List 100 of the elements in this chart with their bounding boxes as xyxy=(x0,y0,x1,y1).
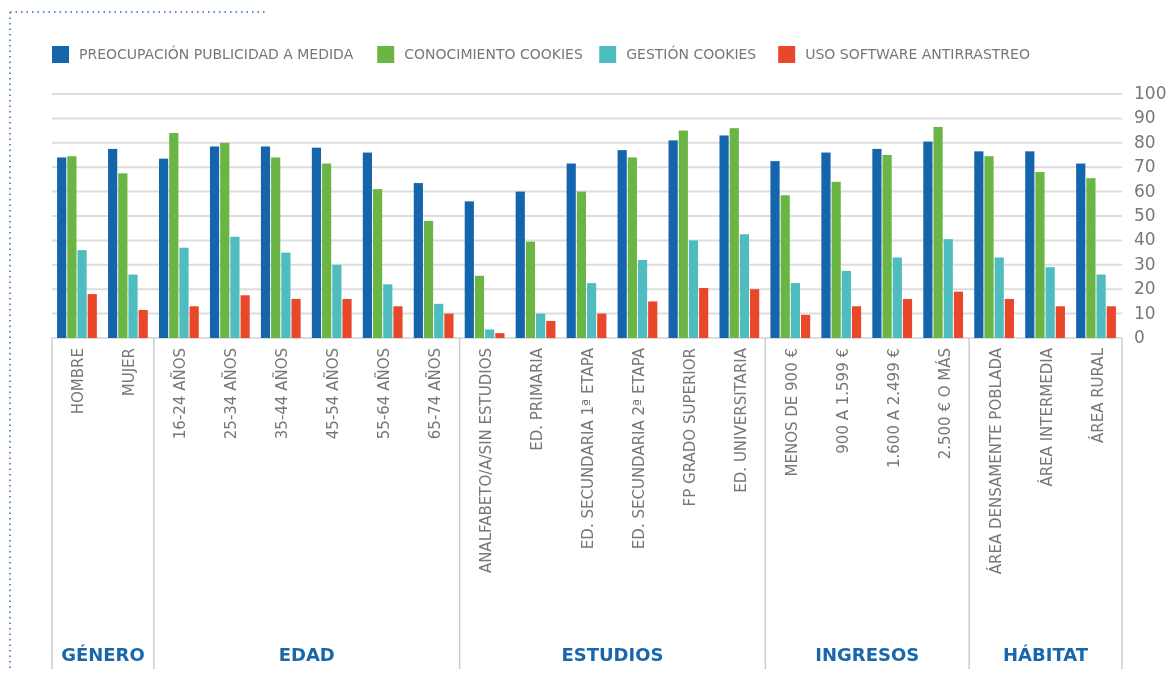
bar xyxy=(576,191,586,338)
bar xyxy=(994,257,1004,338)
bar xyxy=(892,257,902,338)
x-tick-label: 1.600 A 2.499 € xyxy=(884,348,903,468)
bar xyxy=(362,152,372,338)
y-tick-label: 100 xyxy=(1134,83,1167,103)
bar xyxy=(780,195,790,338)
bar xyxy=(627,157,637,338)
bar xyxy=(311,147,322,338)
x-tick-label: ANALFABETO/A/SIN ESTUDIOS xyxy=(477,348,496,574)
bar xyxy=(230,236,240,338)
bar xyxy=(179,247,189,338)
bar xyxy=(525,241,536,338)
bar xyxy=(240,295,250,338)
bar xyxy=(515,191,525,338)
bar xyxy=(108,148,118,338)
bar xyxy=(933,126,943,338)
bar xyxy=(1096,274,1106,338)
x-tick-label: ÁREA DENSAMENTE POBLADA xyxy=(985,347,1005,575)
x-tick-label: ÁREA INTERMEDIA xyxy=(1036,347,1056,487)
legend-label: CONOCIMIENTO COOKIES xyxy=(404,46,583,62)
bar xyxy=(821,152,831,338)
bar xyxy=(546,320,556,338)
bar xyxy=(393,306,403,338)
bar xyxy=(67,156,77,338)
bar xyxy=(943,239,953,338)
bar xyxy=(770,161,780,338)
x-tick-label: 2.500 € O MÁS xyxy=(934,348,954,460)
bar xyxy=(790,283,800,338)
bar xyxy=(342,298,352,338)
bar xyxy=(118,173,128,338)
bar xyxy=(872,148,882,338)
y-tick-label: 0 xyxy=(1134,327,1145,347)
bar xyxy=(648,301,658,338)
x-tick-label: 25-34 AÑOS xyxy=(221,348,241,440)
bar xyxy=(291,298,301,338)
bar xyxy=(953,291,964,338)
bar xyxy=(138,309,148,338)
bar xyxy=(801,314,811,338)
bar xyxy=(87,294,97,338)
bar xyxy=(923,141,933,338)
y-tick-label: 90 xyxy=(1134,107,1156,128)
bar xyxy=(1004,298,1014,338)
bar xyxy=(322,163,332,338)
bar xyxy=(688,240,699,338)
bar xyxy=(1025,151,1035,338)
text: EDAD xyxy=(278,644,335,665)
bar xyxy=(77,250,87,338)
bar xyxy=(719,135,729,338)
bar xyxy=(566,163,576,338)
bar xyxy=(739,234,750,338)
text: INGRESOS xyxy=(815,644,920,665)
bar xyxy=(597,313,607,338)
x-tick-label: 35-44 AÑOS xyxy=(272,348,292,440)
bar xyxy=(332,264,342,338)
bar xyxy=(851,306,862,338)
x-tick-label: ED. PRIMARIA xyxy=(528,347,547,451)
x-tick-label: ÁREA RURAL xyxy=(1087,347,1107,444)
text: ESTUDIOS xyxy=(561,644,664,665)
bar xyxy=(1086,178,1096,338)
legend-label: USO SOFTWARE ANTIRRASTREO xyxy=(805,46,1030,62)
bar xyxy=(1055,306,1065,338)
bar xyxy=(220,142,230,338)
y-tick-label: 50 xyxy=(1134,205,1156,225)
legend-label: PREOCUPACIÓN PUBLICIDAD A MEDIDA xyxy=(79,45,354,62)
x-tick-label: FP GRADO SUPERIOR xyxy=(680,348,699,507)
bar xyxy=(373,189,383,338)
bar xyxy=(831,181,841,338)
x-tick-label: 65-74 AÑOS xyxy=(425,348,445,440)
bar xyxy=(1045,267,1055,338)
bar xyxy=(281,252,291,338)
bar xyxy=(587,283,597,338)
x-tick-label: ED. SECUNDARIA 2ª ETAPA xyxy=(629,347,648,550)
y-tick-label: 40 xyxy=(1134,229,1156,250)
bar xyxy=(902,298,913,338)
bar xyxy=(841,270,851,338)
bar xyxy=(729,128,739,338)
bar xyxy=(444,313,454,338)
x-tick-label: ED. UNIVERSITARIA xyxy=(731,347,750,493)
x-tick-label: MUJER xyxy=(120,348,139,397)
y-tick-label: 20 xyxy=(1134,278,1156,299)
text: GÉNERO xyxy=(61,644,145,665)
x-tick-label: 900 A 1.599 € xyxy=(833,348,852,454)
bar xyxy=(1035,172,1045,338)
bar xyxy=(271,157,281,338)
bar xyxy=(882,155,892,338)
bar xyxy=(699,287,709,338)
bar xyxy=(536,313,546,338)
x-tick-label: MENOS DE 900 € xyxy=(782,348,801,477)
y-tick-label: 80 xyxy=(1134,131,1156,152)
bar xyxy=(413,183,423,338)
x-tick-label: 55-64 AÑOS xyxy=(374,348,394,440)
x-tick-label: HOMBRE xyxy=(69,348,88,415)
legend-label: GESTIÓN COOKIES xyxy=(626,45,757,62)
text: HÁBITAT xyxy=(1003,644,1089,665)
bar xyxy=(209,146,220,338)
y-tick-label: 10 xyxy=(1134,302,1156,323)
x-tick-label: ED. SECUNDARIA 1ª ETAPA xyxy=(579,347,597,550)
bar xyxy=(495,333,505,338)
bar xyxy=(1106,306,1116,338)
